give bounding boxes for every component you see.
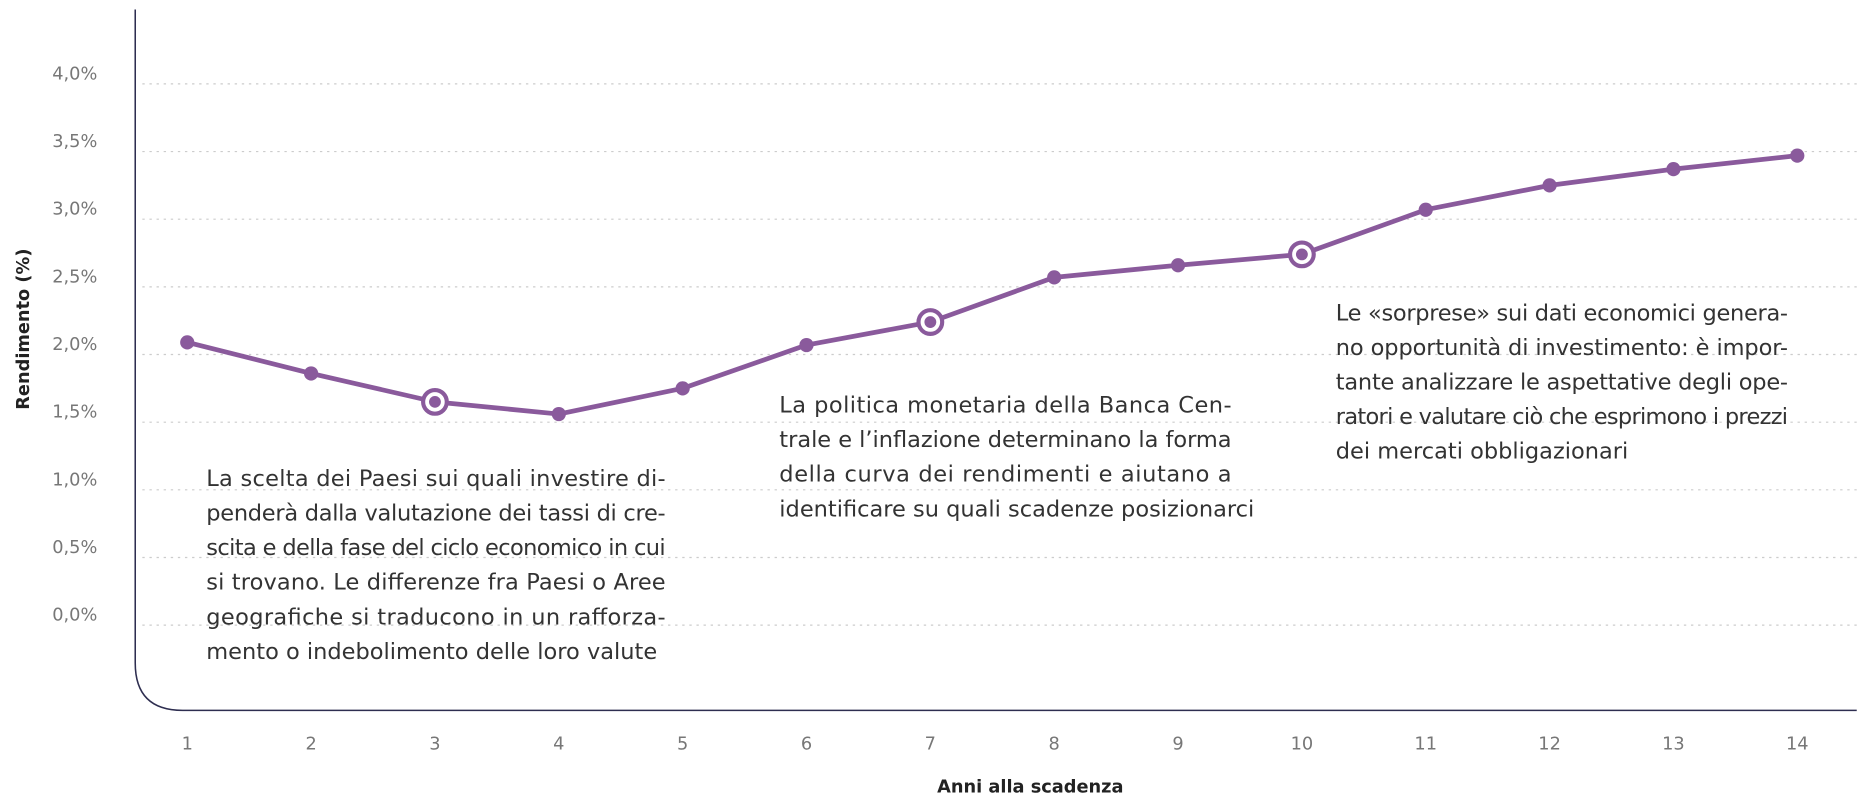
y-tick-label: 4,0% — [52, 64, 97, 84]
x-tick-label: 10 — [1291, 735, 1314, 755]
annotation-line: trale e l’inflazione determinano la form… — [779, 427, 1231, 453]
annotation-line: tante analizzare le aspettative degli op… — [1336, 369, 1788, 395]
annotation-line: La scelta dei Paesi sui quali investire … — [206, 466, 665, 492]
y-axis-title: Rendimento (%) — [14, 249, 34, 410]
x-tick-label: 4 — [553, 735, 564, 755]
x-tick-label: 13 — [1662, 735, 1685, 755]
y-tick-label: 2,0% — [52, 335, 97, 355]
point — [1542, 178, 1557, 193]
annotation-line: si trovano. Le differenze fra Paesi o Ar… — [206, 570, 665, 596]
y-tick-label: 1,0% — [52, 470, 97, 490]
point — [1418, 202, 1433, 217]
axis-line — [134, 9, 1857, 712]
annotation-line: identificare su quali scadenze posiziona… — [779, 496, 1254, 522]
annotation-line: mento o indebolimento delle loro valute — [206, 639, 657, 665]
y-tick-label: 0,5% — [52, 538, 97, 558]
annotation-line: La politica monetaria della Banca Cen- — [779, 393, 1231, 419]
annotation-line: della curva dei rendimenti e aiutano a — [779, 462, 1231, 488]
x-tick-label: 9 — [1172, 735, 1183, 755]
point — [1047, 270, 1062, 285]
annotation-line: ratori e valutare ciò che esprimono i pr… — [1336, 404, 1788, 430]
annotation-line: scita e della fase del ciclo economico i… — [206, 535, 665, 561]
point — [180, 335, 195, 350]
line — [186, 153, 1798, 417]
y-tick-label: 2,5% — [52, 267, 97, 287]
x-tick-label: 1 — [182, 735, 193, 755]
annotation-line: Le «sorprese» sui dati economici genera- — [1336, 300, 1788, 326]
x-tick-label: 3 — [429, 735, 440, 755]
annotation-line: no opportunità di investimento: è impor- — [1336, 335, 1788, 361]
point — [675, 381, 690, 396]
x-tick-label: 11 — [1414, 735, 1437, 755]
point — [799, 337, 814, 353]
point — [924, 316, 937, 328]
point — [1666, 162, 1681, 177]
y-tick-label: 1,5% — [52, 403, 97, 423]
x-tick-label: 12 — [1538, 735, 1561, 755]
y-tick-label: 3,0% — [52, 200, 97, 220]
point — [429, 395, 441, 408]
x-tick-label: 7 — [925, 735, 936, 755]
annotation-line: penderà dalla valutazione dei tassi di c… — [206, 501, 665, 527]
point — [1170, 258, 1186, 273]
annotation-line: geografiche si traducono in un rafforza- — [206, 604, 665, 630]
point — [303, 366, 319, 381]
point — [1295, 248, 1308, 261]
x-tick-label: 6 — [801, 735, 812, 755]
x-tick-label: 8 — [1049, 735, 1060, 755]
point — [1790, 148, 1805, 163]
x-axis-title: Anni alla scadenza — [937, 777, 1123, 797]
point — [551, 406, 566, 422]
x-tick-label: 2 — [305, 735, 316, 755]
x-tick-label: 5 — [677, 735, 688, 755]
annotation-line: dei mercati obbligazionari — [1336, 439, 1629, 465]
x-tick-label: 14 — [1786, 735, 1809, 755]
y-tick-label: 0,0% — [52, 606, 97, 626]
y-tick-label: 3,5% — [52, 132, 97, 152]
